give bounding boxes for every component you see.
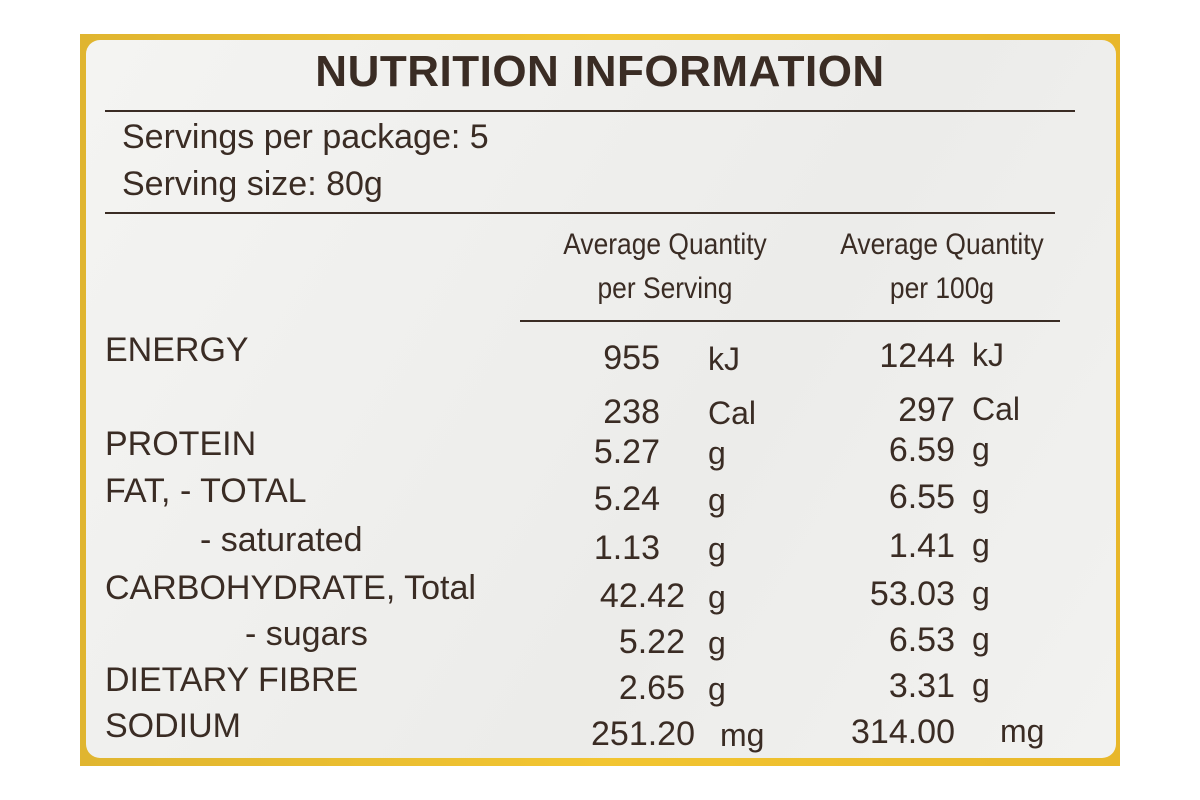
per100g-unit: Cal	[972, 391, 1021, 427]
per100g-value: 314.00	[851, 713, 955, 751]
column-header: Average Quantity	[563, 228, 767, 261]
serving-value: 2.65	[618, 669, 685, 707]
per100g-value: 6.55	[888, 478, 955, 516]
label-panel	[86, 40, 1116, 758]
row-name: CARBOHYDRATE, Total	[105, 569, 476, 607]
per100g-unit: kJ	[972, 337, 1004, 373]
per100g-value: 3.31	[888, 667, 955, 705]
title: NUTRITION INFORMATION	[315, 47, 885, 96]
row-name: FAT, - TOTAL	[105, 472, 307, 510]
per100g-unit: g	[972, 575, 990, 611]
per100g-value: 6.59	[888, 431, 955, 469]
per100g-value: 1244	[879, 337, 955, 375]
row-name: - saturated	[200, 521, 363, 559]
serving-info: Serving size: 80g	[122, 165, 383, 203]
serving-value: 251.20	[591, 715, 695, 753]
serving-unit: g	[708, 625, 726, 661]
serving-value: 238	[603, 393, 660, 431]
row-name: SODIUM	[105, 707, 241, 745]
per100g-unit: g	[972, 478, 990, 514]
serving-unit: g	[708, 671, 726, 707]
serving-value: 5.22	[618, 623, 685, 661]
row-name: PROTEIN	[105, 425, 257, 463]
per100g-value: 53.03	[869, 575, 955, 613]
per100g-unit: g	[972, 431, 990, 467]
row-name: DIETARY FIBRE	[105, 661, 359, 699]
serving-value: 5.27	[593, 433, 660, 471]
per100g-value: 297	[898, 391, 955, 429]
row-name: - sugars	[245, 615, 368, 653]
rule	[105, 212, 1055, 214]
serving-unit: Cal	[708, 395, 757, 431]
rule	[105, 110, 1075, 112]
column-header: Average Quantity	[840, 228, 1044, 261]
serving-value: 955	[603, 339, 660, 377]
rule	[520, 320, 1060, 322]
serving-value: 1.13	[593, 529, 660, 567]
per100g-value: 6.53	[888, 621, 955, 659]
per100g-unit: g	[972, 527, 990, 563]
per100g-value: 1.41	[888, 527, 955, 565]
serving-unit: g	[708, 531, 726, 567]
serving-info: Servings per package: 5	[122, 118, 489, 156]
column-header: per Serving	[597, 272, 733, 305]
per100g-unit: g	[972, 667, 990, 703]
serving-unit: g	[708, 482, 726, 518]
serving-unit: g	[708, 435, 726, 471]
serving-unit: g	[708, 579, 726, 615]
serving-unit: mg	[720, 717, 765, 753]
serving-value: 5.24	[593, 480, 660, 518]
per100g-unit: g	[972, 621, 990, 657]
per100g-unit: mg	[1000, 713, 1045, 749]
row-name: ENERGY	[105, 331, 249, 369]
serving-value: 42.42	[599, 577, 685, 615]
serving-unit: kJ	[708, 341, 740, 377]
column-header: per 100g	[889, 272, 995, 305]
